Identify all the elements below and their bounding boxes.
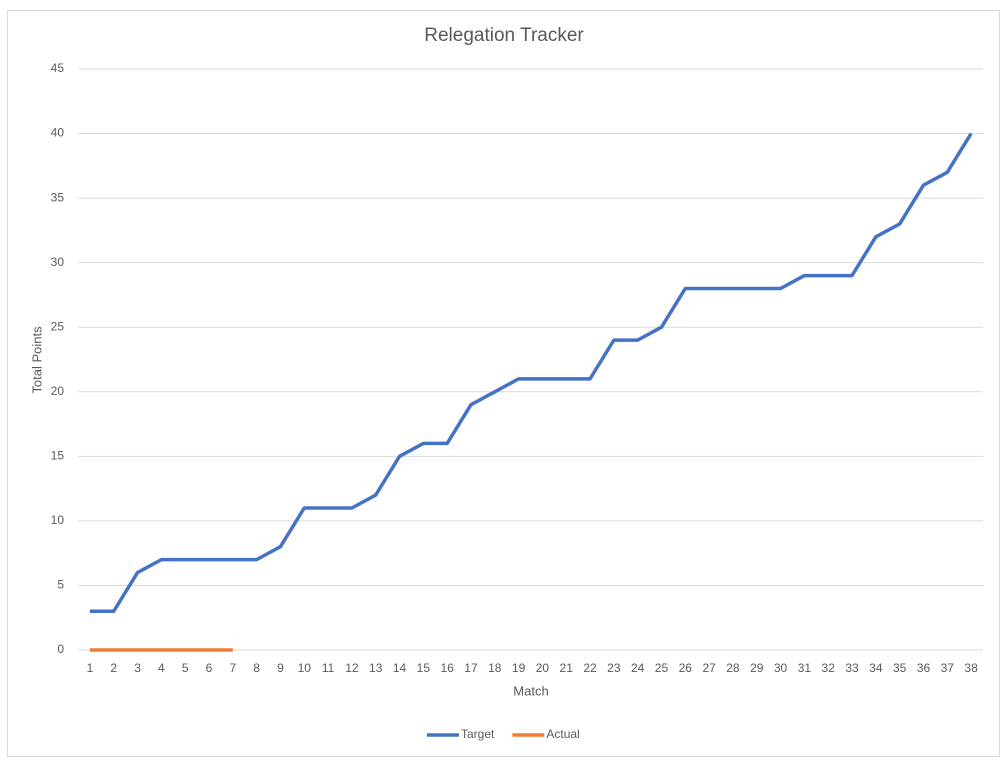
legend-label: Actual: [546, 727, 579, 741]
x-tick-label: 14: [393, 661, 407, 675]
y-tick-label: 0: [57, 642, 64, 656]
x-tick-label: 20: [536, 661, 550, 675]
x-tick-label: 8: [253, 661, 260, 675]
legend-label: Target: [461, 727, 495, 741]
y-tick-label: 35: [51, 190, 65, 204]
x-tick-label: 3: [134, 661, 141, 675]
x-tick-label: 22: [583, 661, 597, 675]
y-tick-label: 45: [51, 61, 65, 75]
x-tick-label: 12: [345, 661, 359, 675]
y-tick-label: 5: [57, 578, 64, 592]
x-tick-label: 18: [488, 661, 502, 675]
x-tick-label: 6: [206, 661, 213, 675]
x-tick-label: 31: [798, 661, 812, 675]
x-tick-label: 11: [322, 661, 335, 675]
x-tick-label: 1: [87, 661, 94, 675]
x-tick-label: 38: [964, 661, 978, 675]
series-line: [89, 132, 973, 614]
x-tick-label: 29: [750, 661, 764, 675]
x-tick-label: 17: [464, 661, 478, 675]
x-tick-label: 19: [512, 661, 526, 675]
x-tick-label: 33: [845, 661, 859, 675]
chart-title: Relegation Tracker: [424, 25, 584, 46]
x-tick-label: 27: [702, 661, 716, 675]
x-tick-label: 30: [774, 661, 788, 675]
x-tick-label: 21: [560, 661, 574, 675]
y-tick-label: 25: [51, 319, 65, 333]
x-tick-label: 9: [277, 661, 284, 675]
x-tick-label: 13: [369, 661, 383, 675]
y-tick-label: 40: [51, 126, 65, 140]
y-tick-label: 20: [51, 384, 65, 398]
x-tick-label: 35: [893, 661, 907, 675]
y-tick-label: 10: [51, 513, 65, 527]
x-tick-label: 4: [158, 661, 165, 675]
x-axis-title: Match: [513, 683, 548, 698]
x-tick-label: 32: [822, 661, 836, 675]
x-tick-label: 2: [110, 661, 117, 675]
x-tick-label: 24: [631, 661, 645, 675]
x-tick-label: 36: [917, 661, 931, 675]
y-axis-title: Total Points: [29, 326, 44, 394]
y-tick-label: 30: [51, 255, 65, 269]
y-tick-label: 15: [51, 449, 65, 463]
x-tick-label: 25: [655, 661, 669, 675]
x-tick-label: 23: [607, 661, 621, 675]
x-tick-label: 37: [941, 661, 955, 675]
x-tick-label: 28: [726, 661, 740, 675]
chart-border: [7, 10, 1000, 757]
x-tick-label: 16: [440, 661, 454, 675]
x-tick-label: 10: [298, 661, 312, 675]
x-tick-label: 34: [869, 661, 883, 675]
x-tick-label: 15: [417, 661, 431, 675]
x-tick-label: 26: [679, 661, 693, 675]
x-tick-label: 7: [229, 661, 236, 675]
x-tick-label: 5: [182, 661, 189, 675]
